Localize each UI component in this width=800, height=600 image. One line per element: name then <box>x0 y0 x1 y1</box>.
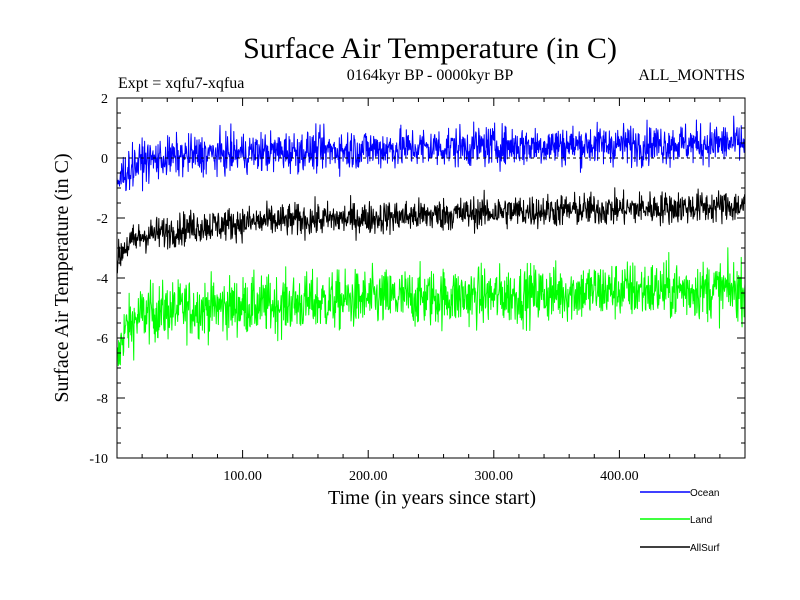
x-tick-label: 200.00 <box>349 469 388 484</box>
x-ticks: 100.00 200.00 300.00 400.00 <box>223 469 638 484</box>
y-ticks: 2 0 -2 -4 -6 -8 -10 <box>89 92 108 467</box>
x-axis-label: Time (in years since start) <box>328 487 536 509</box>
expt-label: Expt = xqfu7-xqfua <box>118 75 244 92</box>
y-tick-label: -6 <box>96 332 108 347</box>
y-tick-label: -8 <box>96 392 108 407</box>
x-tick-label: 300.00 <box>475 469 514 484</box>
legend-label: Land <box>690 515 712 526</box>
legend-item-ocean: Ocean <box>640 488 719 499</box>
legend: Ocean Land AllSurf <box>640 488 720 554</box>
chart-title: Surface Air Temperature (in C) <box>243 32 617 65</box>
x-tick-label: 400.00 <box>600 469 639 484</box>
y-tick-label: 0 <box>101 152 108 167</box>
months-label: ALL_MONTHS <box>638 67 745 84</box>
legend-item-allsurf: AllSurf <box>640 543 720 554</box>
y-tick-label: -4 <box>96 272 108 287</box>
legend-item-land: Land <box>640 515 712 526</box>
y-tick-label: -10 <box>89 452 108 467</box>
minor-ticks <box>117 98 745 458</box>
plot-area <box>116 97 746 459</box>
legend-label: AllSurf <box>690 543 720 554</box>
legend-label: Ocean <box>690 488 719 499</box>
y-tick-label: -2 <box>96 212 108 227</box>
series-line-allsurf <box>116 187 746 274</box>
series-layer <box>116 115 746 367</box>
x-tick-label: 100.00 <box>223 469 262 484</box>
chart-subtitle: 0164kyr BP - 0000kyr BP <box>347 67 514 84</box>
y-axis-label: Surface Air Temperature (in C) <box>51 153 73 402</box>
y-tick-label: 2 <box>101 92 108 107</box>
series-line-land <box>116 247 746 367</box>
series-line-ocean <box>116 115 746 192</box>
